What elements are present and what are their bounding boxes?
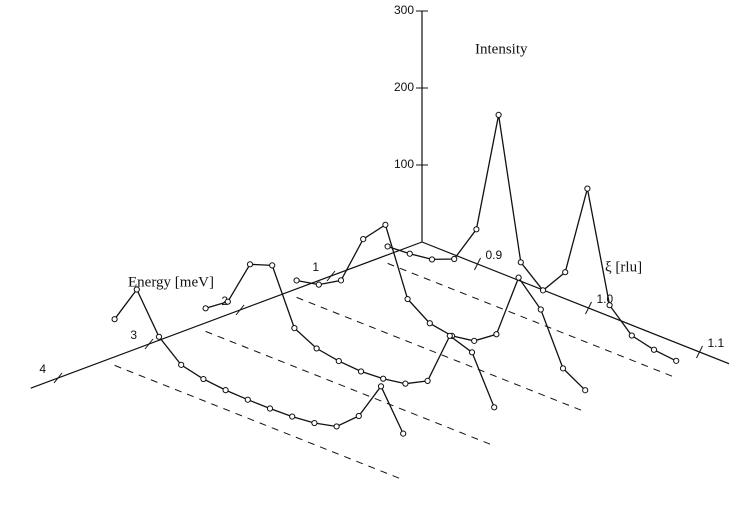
data-point bbox=[111, 316, 118, 323]
data-point bbox=[293, 277, 300, 284]
x-axis bbox=[421, 241, 729, 365]
x-axis-label: ξ [rlu] bbox=[605, 259, 642, 275]
y-tick bbox=[235, 304, 245, 316]
z-tick-label: 300 bbox=[394, 3, 414, 17]
data-point bbox=[380, 375, 387, 382]
data-point bbox=[337, 277, 345, 284]
data-point bbox=[584, 185, 591, 192]
data-point bbox=[404, 295, 411, 303]
data-point bbox=[517, 259, 524, 266]
data-point bbox=[313, 345, 320, 352]
data-point bbox=[377, 383, 385, 390]
y-axis-label: Energy [meV] bbox=[128, 274, 214, 290]
data-point bbox=[406, 250, 413, 257]
y-axis bbox=[30, 241, 423, 389]
data-point bbox=[559, 365, 567, 372]
data-point bbox=[628, 332, 635, 339]
x-tick bbox=[474, 257, 481, 271]
x-tick bbox=[585, 301, 592, 315]
data-point bbox=[133, 286, 140, 293]
data-point bbox=[471, 337, 478, 344]
data-point bbox=[315, 281, 322, 288]
y-tick bbox=[326, 270, 336, 282]
x-tick-label: 0.9 bbox=[486, 248, 503, 262]
data-point bbox=[473, 226, 480, 233]
scan-line bbox=[296, 223, 586, 391]
y-tick-label: 1 bbox=[312, 260, 319, 274]
data-point bbox=[155, 333, 163, 340]
data-point bbox=[562, 269, 569, 276]
data-point bbox=[333, 423, 340, 430]
data-point bbox=[650, 346, 658, 353]
data-point bbox=[269, 262, 276, 269]
data-point bbox=[224, 298, 231, 305]
data-point bbox=[360, 236, 367, 243]
data-point bbox=[402, 380, 409, 387]
data-point bbox=[311, 419, 318, 427]
z-tick-label: 200 bbox=[394, 80, 414, 94]
z-axis-label: Intensity bbox=[475, 41, 528, 57]
data-point bbox=[582, 387, 589, 394]
data-point bbox=[491, 404, 498, 411]
data-point bbox=[539, 287, 547, 294]
z-tick-label: 100 bbox=[394, 157, 414, 171]
data-point bbox=[244, 396, 251, 403]
data-point bbox=[335, 358, 342, 365]
data-point bbox=[673, 357, 680, 364]
data-point bbox=[355, 412, 362, 420]
scan-line bbox=[205, 263, 495, 408]
scan-line bbox=[114, 288, 404, 434]
data-point bbox=[289, 413, 296, 420]
data-point bbox=[428, 256, 436, 263]
baseline bbox=[114, 364, 404, 481]
data-point bbox=[606, 302, 613, 309]
y-tick-label: 3 bbox=[130, 328, 137, 342]
x-tick-label: 1.1 bbox=[708, 336, 725, 350]
data-point bbox=[537, 306, 544, 313]
x-tick bbox=[696, 345, 703, 359]
data-point bbox=[266, 405, 274, 412]
data-point bbox=[246, 261, 254, 268]
data-point bbox=[382, 221, 389, 228]
data-point bbox=[495, 111, 502, 119]
data-point bbox=[446, 332, 453, 339]
data-point bbox=[426, 320, 433, 327]
y-tick bbox=[144, 338, 154, 350]
data-point bbox=[384, 243, 391, 250]
data-point bbox=[468, 349, 476, 356]
data-point bbox=[178, 361, 185, 368]
data-point bbox=[222, 387, 229, 394]
data-point bbox=[493, 331, 500, 338]
data-point bbox=[291, 325, 298, 332]
data-point bbox=[357, 368, 365, 375]
data-point bbox=[515, 274, 522, 281]
data-point bbox=[424, 377, 431, 384]
data-point bbox=[202, 305, 209, 312]
data-point bbox=[400, 430, 407, 437]
data-point bbox=[451, 255, 458, 263]
y-tick bbox=[53, 372, 63, 384]
y-tick-label: 4 bbox=[39, 362, 46, 376]
baseline bbox=[205, 330, 495, 447]
scan-line bbox=[387, 114, 677, 362]
data-point bbox=[200, 375, 207, 383]
